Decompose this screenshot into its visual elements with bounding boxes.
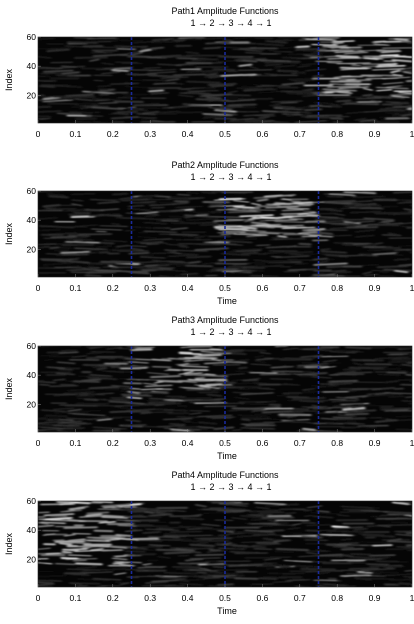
y-tick-label: 40: [27, 525, 37, 535]
y-tick-label: 40: [27, 370, 37, 380]
x-tick-label: 0.7: [294, 129, 306, 139]
y-tick-label: 40: [27, 61, 37, 71]
x-tick-label: 0.1: [69, 593, 81, 603]
panel-subtitle: 1 → 2 → 3 → 4 → 1: [190, 327, 271, 337]
x-tick-label: 0.5: [219, 129, 231, 139]
heatmap-intensity: [38, 191, 412, 277]
heatmap-intensity: [38, 501, 412, 587]
x-tick-label: 0.3: [144, 593, 156, 603]
x-tick-label: 0.4: [182, 438, 194, 448]
x-tick-label: 0.4: [182, 129, 194, 139]
y-axis-label: Index: [4, 532, 14, 555]
x-tick-label: 1: [410, 593, 414, 603]
y-tick-label: 60: [27, 186, 37, 196]
x-tick-label: 0.7: [294, 283, 306, 293]
x-tick-label: 0.8: [331, 283, 343, 293]
panel-title: Path2 Amplitude Functions: [171, 160, 279, 170]
y-tick-label: 60: [27, 341, 37, 351]
x-tick-label: 0.2: [107, 283, 119, 293]
x-tick-label: 0.2: [107, 593, 119, 603]
heatmap-panel-3: Path3 Amplitude Functions 1 → 2 → 3 → 4 →…: [4, 315, 414, 461]
x-tick-label: 0.7: [294, 438, 306, 448]
heatmap-panel-1: Path1 Amplitude Functions 1 → 2 → 3 → 4 →…: [4, 6, 414, 139]
panel-subtitle: 1 → 2 → 3 → 4 → 1: [190, 482, 271, 492]
x-tick-label: 0.1: [69, 129, 81, 139]
y-tick-label: 20: [27, 554, 37, 564]
panel-title: Path1 Amplitude Functions: [171, 6, 279, 16]
x-tick-label: 0.9: [369, 129, 381, 139]
x-tick-label: 0.6: [256, 129, 268, 139]
x-tick-label: 0.5: [219, 593, 231, 603]
y-tick-label: 40: [27, 215, 37, 225]
x-tick-label: 0.6: [256, 593, 268, 603]
x-tick-label: 0.5: [219, 438, 231, 448]
x-tick-label: 0: [36, 593, 41, 603]
y-tick-label: 20: [27, 244, 37, 254]
x-tick-label: 0.6: [256, 438, 268, 448]
x-tick-label: 0: [36, 129, 41, 139]
x-tick-label: 0.9: [369, 283, 381, 293]
y-axis-label: Index: [4, 222, 14, 245]
y-tick-label: 20: [27, 90, 37, 100]
x-tick-label: 0.8: [331, 129, 343, 139]
heatmap-panel-4: Path4 Amplitude Functions 1 → 2 → 3 → 4 →…: [4, 470, 414, 616]
y-tick-label: 60: [27, 32, 37, 42]
x-axis-label: Time: [217, 451, 237, 461]
x-tick-label: 0.1: [69, 438, 81, 448]
x-tick-label: 0.3: [144, 129, 156, 139]
y-axis-label: Index: [4, 377, 14, 400]
x-tick-label: 0.3: [144, 283, 156, 293]
x-tick-label: 1: [410, 283, 414, 293]
x-tick-label: 1: [410, 438, 414, 448]
x-tick-label: 0.8: [331, 593, 343, 603]
y-tick-label: 20: [27, 399, 37, 409]
x-tick-label: 0.9: [369, 593, 381, 603]
x-tick-label: 0.2: [107, 129, 119, 139]
panel-subtitle: 1 → 2 → 3 → 4 → 1: [190, 172, 271, 182]
x-tick-label: 0.7: [294, 593, 306, 603]
x-tick-label: 0.4: [182, 593, 194, 603]
x-tick-label: 0: [36, 283, 41, 293]
x-tick-label: 0.2: [107, 438, 119, 448]
x-tick-label: 0: [36, 438, 41, 448]
heatmap-intensity: [38, 37, 412, 123]
panel-title: Path4 Amplitude Functions: [171, 470, 279, 480]
x-tick-label: 0.8: [331, 438, 343, 448]
panel-subtitle: 1 → 2 → 3 → 4 → 1: [190, 18, 271, 28]
y-tick-label: 60: [27, 496, 37, 506]
y-axis-label: Index: [4, 68, 14, 91]
x-axis-label: Time: [217, 606, 237, 616]
heatmap-panel-2: Path2 Amplitude Functions 1 → 2 → 3 → 4 →…: [4, 160, 414, 306]
x-axis-label: Time: [217, 296, 237, 306]
x-tick-label: 0.1: [69, 283, 81, 293]
x-tick-label: 1: [410, 129, 414, 139]
x-tick-label: 0.4: [182, 283, 194, 293]
x-tick-label: 0.9: [369, 438, 381, 448]
panel-title: Path3 Amplitude Functions: [171, 315, 279, 325]
x-tick-label: 0.5: [219, 283, 231, 293]
x-tick-label: 0.3: [144, 438, 156, 448]
x-tick-label: 0.6: [256, 283, 268, 293]
